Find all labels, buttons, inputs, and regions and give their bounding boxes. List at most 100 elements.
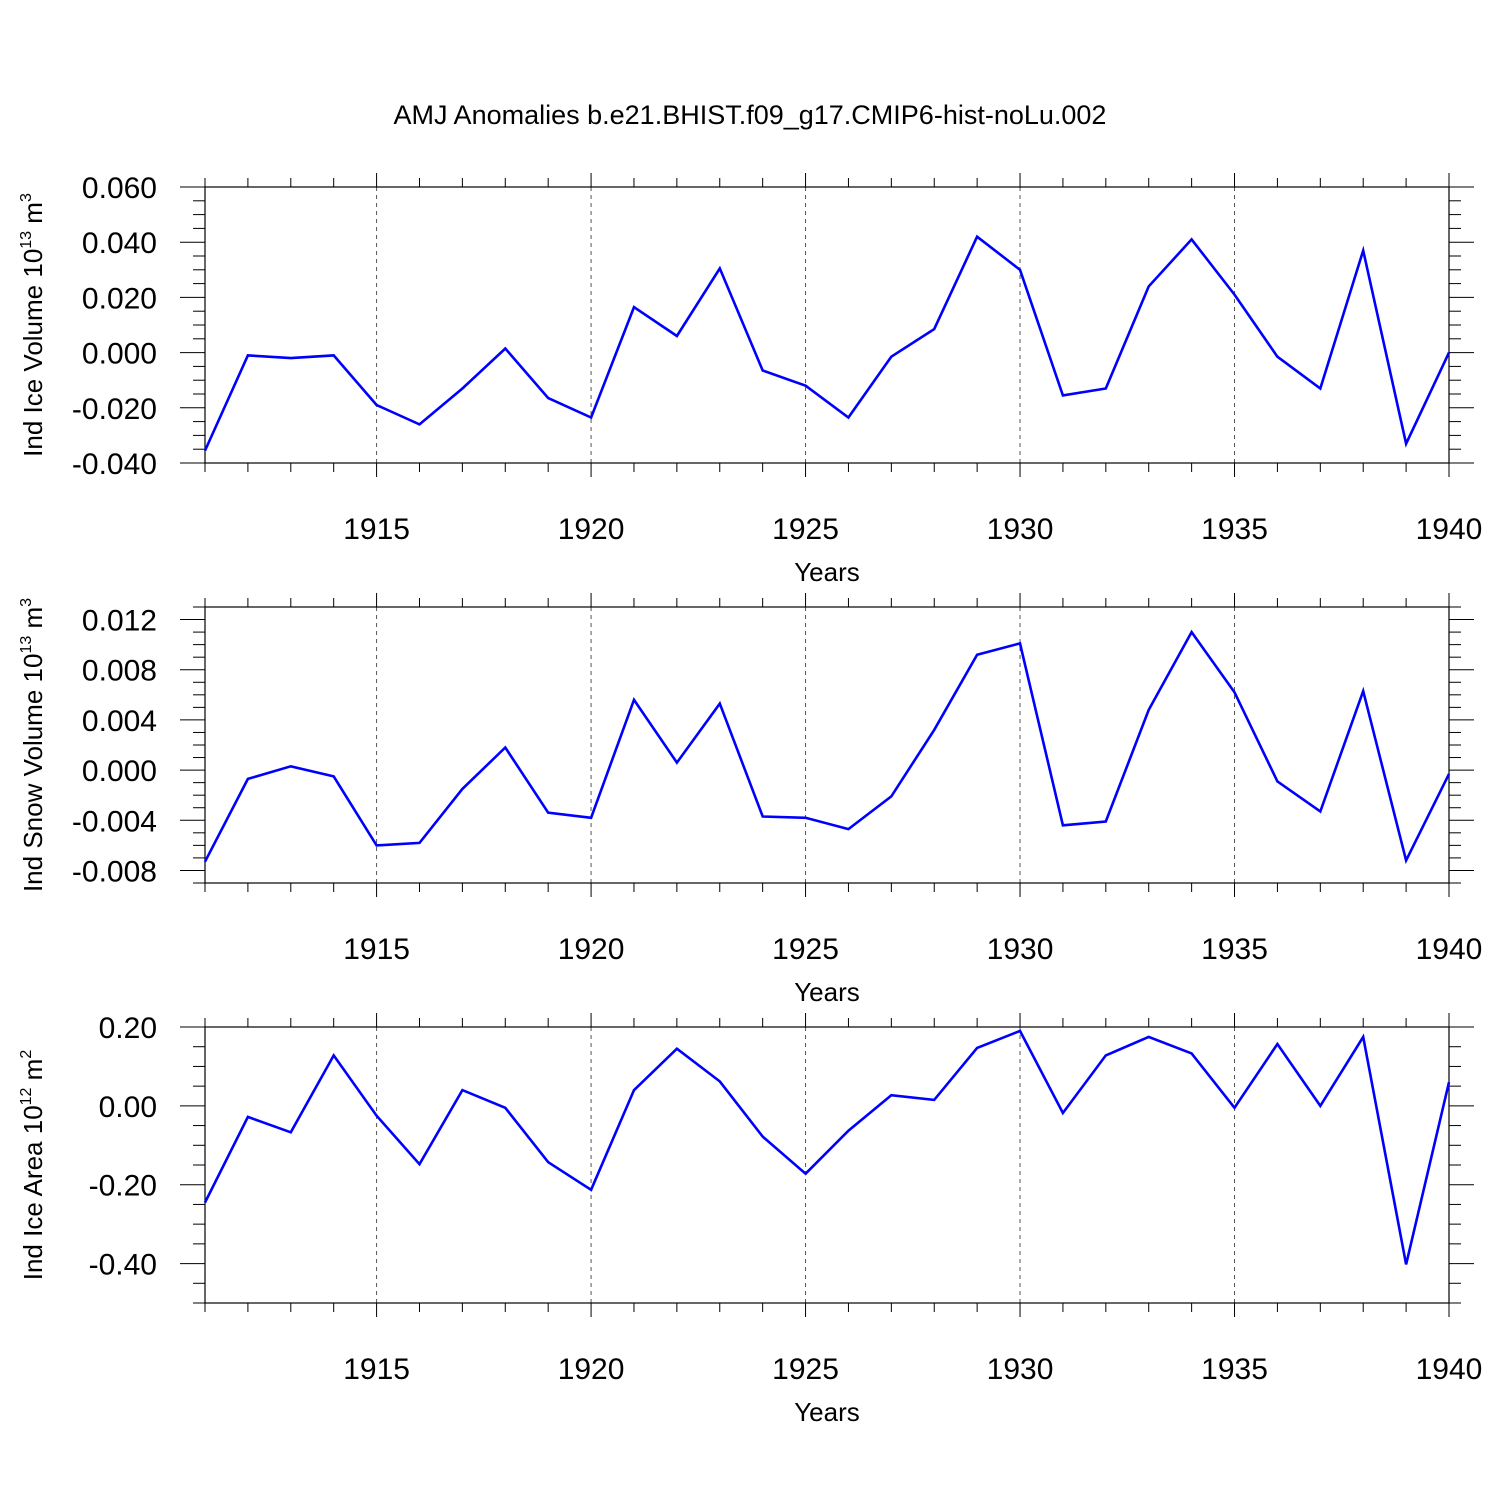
data-point [975,1046,979,1050]
data-point [718,702,722,706]
data-point [632,1088,636,1092]
data-point [804,816,808,820]
data-point [718,266,722,270]
data-point [1104,1053,1108,1057]
data-point [1233,293,1237,297]
x-axis-label: Years [794,977,860,1007]
data-point [375,403,379,407]
data-point [846,827,850,831]
data-point [417,1162,421,1166]
plot-frame [204,606,1450,884]
y-tick-label: 0.000 [82,755,157,788]
y-tick-label: 0.040 [82,227,157,260]
data-point [804,384,808,388]
data-point [417,422,421,426]
data-point [460,386,464,390]
y-tick-label: -0.008 [72,855,157,888]
data-point [1018,641,1022,645]
data-point [975,653,979,657]
data-point [546,811,550,815]
data-point [1061,823,1065,827]
x-tick-label: 1935 [1201,933,1268,966]
x-tick-label: 1930 [987,1353,1054,1386]
data-point [1018,268,1022,272]
data-point [375,843,379,847]
data-point [761,1135,765,1139]
y-tick-label: -0.20 [89,1170,157,1203]
data-point [589,415,593,419]
data-point [675,761,679,765]
x-tick-label: 1935 [1201,513,1268,546]
data-point [1318,1104,1322,1108]
data-point [1018,1029,1022,1033]
data-point [460,787,464,791]
x-tick-label: 1925 [772,513,839,546]
data-point [1190,630,1194,634]
data-point [932,327,936,331]
data-point [1233,690,1237,694]
data-point [289,1130,293,1134]
data-point [846,1129,850,1133]
x-tick-label: 1930 [987,933,1054,966]
data-point [1147,284,1151,288]
y-axis-label: Ind Ice Volume 1013 m3 [18,193,48,457]
data-point [1361,1035,1365,1039]
x-tick-label: 1915 [343,933,410,966]
data-point [246,353,250,357]
x-tick-label: 1935 [1201,1353,1268,1386]
data-point [889,355,893,359]
y-tick-label: 0.020 [82,282,157,315]
data-point [289,764,293,768]
x-tick-label: 1940 [1416,513,1483,546]
y-tick-label: -0.004 [72,805,157,838]
data-point [246,1115,250,1119]
data-point [1061,1111,1065,1115]
panel-ice-volume: -0.040 -0.020 0.000 0.020 0.040 0.060 1915 1920… [18,172,1482,587]
data-point [804,1172,808,1176]
data-point [332,774,336,778]
data-point [632,698,636,702]
data-point [203,1200,207,1204]
data-point [1190,237,1194,241]
data-point [846,415,850,419]
x-tick-label: 1920 [558,1353,625,1386]
x-axis-label: Years [794,557,860,587]
plot-frame [204,186,1450,464]
y-axis-label: Ind Snow Volume 1013 m3 [18,598,48,892]
x-tick-label: 1930 [987,513,1054,546]
data-point [503,346,507,350]
series-line [203,629,1451,865]
data-point [332,353,336,357]
data-point [761,369,765,373]
y-tick-label: 0.012 [82,605,157,638]
data-point [1147,1035,1151,1039]
figure-title: AMJ Anomalies b.e21.BHIST.f09_g17.CMIP6-… [394,100,1107,130]
data-point [932,728,936,732]
data-point [1404,442,1408,446]
data-point [1361,248,1365,252]
data-point [1447,772,1451,776]
data-point [889,794,893,798]
y-tick-label: -0.040 [72,448,157,481]
data-point [546,396,550,400]
data-point [1147,708,1151,712]
x-tick-label: 1925 [772,1353,839,1386]
panel-snow-volume: -0.008 -0.004 0.000 0.004 0.008 0.012 1915 1920… [18,593,1482,1007]
y-tick-label: -0.020 [72,393,157,426]
data-point [203,860,207,864]
x-tick-label: 1915 [343,513,410,546]
data-point [1404,1262,1408,1266]
data-point [289,356,293,360]
x-tick-label: 1940 [1416,1353,1483,1386]
data-point [1318,386,1322,390]
data-point [246,777,250,781]
data-point [932,1098,936,1102]
y-tick-label: 0.000 [82,338,157,371]
data-point [889,1093,893,1097]
y-tick-label: 0.004 [82,705,157,738]
data-point [632,305,636,309]
data-point [1104,820,1108,824]
data-point [675,334,679,338]
y-tick-label: 0.060 [82,172,157,205]
